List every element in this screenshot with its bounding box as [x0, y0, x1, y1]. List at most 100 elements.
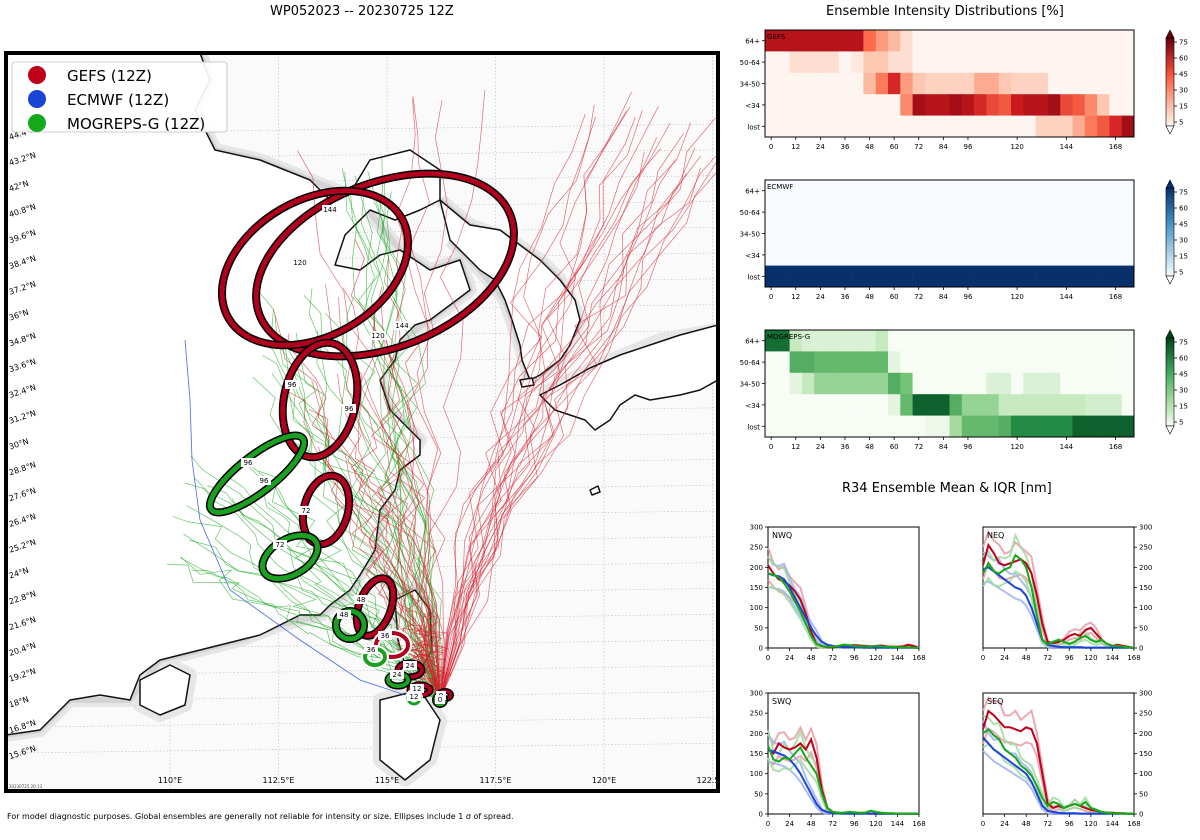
r34-mean-mogreps-g [767, 745, 920, 815]
intensity-panel-mogreps-g: MOGREPS-G 64+ 50-64 34-50 <34 lost 0 12 24 36 48 60… [740, 329, 1188, 451]
heatmap-cell [1084, 372, 1098, 395]
heatmap-cell [765, 30, 778, 52]
heatmap-cell [765, 244, 778, 266]
ensemble-track [342, 429, 441, 701]
x-tick-label: 96 [850, 654, 859, 662]
x-tick-label: 0 [981, 654, 985, 662]
ensemble-track [429, 90, 486, 701]
y-tick-label: 0 [759, 811, 763, 819]
legend-dot-ecmwf [28, 90, 46, 108]
gefs-label: 96 [288, 381, 297, 389]
heatmap-cell [888, 394, 901, 416]
heatmap-cell [801, 394, 815, 416]
heatmap-cell [814, 372, 827, 395]
x-tick-label: 144 [1060, 143, 1074, 151]
intensity-title: Ensemble Intensity Distributions [%] [826, 4, 1064, 19]
heatmap-cell [912, 115, 926, 138]
x-tick-label: 48 [865, 143, 874, 151]
legend-dot-gefs [28, 66, 46, 84]
heatmap-cell [924, 415, 938, 438]
x-tick-label: 48 [1022, 654, 1031, 662]
heatmap-cell [1121, 244, 1135, 266]
r34-mean-mogreps-g [982, 727, 1135, 815]
heatmap-cell [986, 51, 999, 74]
mogreps-label: 48 [340, 611, 349, 619]
heatmap-cell [912, 51, 926, 74]
lon-label: 112.5°E [263, 776, 295, 785]
x-tick-label: 72 [828, 654, 837, 662]
heatmap-cell [1109, 51, 1122, 74]
heatmap-cell [949, 265, 963, 288]
heatmap-cell [1072, 51, 1086, 74]
heatmap-cell [875, 394, 889, 416]
heatmap-cell [789, 244, 803, 266]
heatmap-cell [875, 415, 889, 438]
x-tick-label: 72 [914, 143, 923, 151]
heatmap-cell [863, 30, 876, 52]
heatmap-cell [801, 30, 815, 52]
heatmap-cell [961, 330, 975, 352]
heatmap-cell [998, 394, 1012, 416]
r34-quadrant-label: SEQ [987, 697, 1003, 706]
heatmap-cell [838, 51, 852, 74]
heatmap-cell [1121, 180, 1135, 202]
x-tick-label: 144 [891, 820, 905, 828]
heatmap-cell [777, 94, 790, 116]
heatmap-cell [1023, 415, 1036, 438]
y-tick-label: 50 [754, 624, 763, 632]
x-tick-label: 36 [840, 143, 849, 151]
gefs-label-group: 144 144 120 120 96 96 72 48 36 24 12 0 [285, 205, 446, 700]
heatmap-cell [1011, 265, 1024, 288]
heatmap-cell [826, 415, 840, 438]
ensemble-track [191, 569, 441, 701]
heatmap-cell [1109, 222, 1122, 245]
heatmap-cell [949, 72, 963, 95]
colorbar-tick-label: 5 [1179, 119, 1183, 127]
heatmap-cell [826, 244, 840, 266]
gefs-label: 120 [371, 332, 384, 340]
heatmap-cell [838, 265, 852, 288]
heatmap-cell [912, 244, 926, 266]
heatmap-cell [937, 115, 950, 138]
heatmap-cell [1060, 415, 1073, 438]
x-tick-label: 12 [791, 143, 800, 151]
r34-frame [982, 526, 1135, 649]
heatmap-cell [1060, 94, 1073, 116]
heatmap-cell [826, 330, 840, 352]
y-tick-label: 50 [1139, 790, 1148, 798]
heatmap-cell [900, 372, 913, 395]
heatmap-cell [1060, 394, 1073, 416]
heatmap-cell [986, 115, 999, 138]
heatmap-cell [888, 30, 901, 52]
ryukyu [589, 485, 601, 496]
heatmap-cell [814, 180, 827, 202]
heatmap-cell [875, 351, 889, 374]
heatmap-cell [998, 415, 1012, 438]
heatmap-cell [986, 415, 999, 438]
heatmap-cell [1035, 180, 1049, 202]
x-tick-label: 120 [869, 820, 882, 828]
ensemble-track [166, 564, 441, 701]
heatmap-panel-label: ECMWF [767, 183, 793, 191]
heatmap-cell [1072, 30, 1086, 52]
heatmap-cell [937, 351, 950, 374]
x-tick-label: 36 [840, 293, 849, 301]
y-tick-label: 300 [1139, 524, 1152, 532]
heatmap-cell [1084, 222, 1098, 245]
y-tick-label: 34-50 [740, 81, 760, 89]
heatmap-cell [1072, 180, 1086, 202]
heatmap-cell [777, 115, 790, 138]
heatmap-cell [777, 415, 790, 438]
ensemble-track [183, 533, 441, 701]
heatmap-cell [1097, 330, 1110, 352]
ensemble-track [398, 98, 441, 701]
japan [539, 324, 718, 431]
heatmap-cell [826, 94, 840, 116]
heatmap-cell [949, 30, 963, 52]
heatmap-cell [863, 180, 876, 202]
heatmap-cell [1023, 94, 1036, 116]
x-tick-label: 0 [766, 820, 770, 828]
r34-panel-swq: SWQ 0 24 48 72 96 120 144 168 0 50 100 150 200 250 300 [750, 690, 926, 829]
ensemble-track [341, 168, 441, 701]
heatmap-cell [814, 72, 827, 95]
